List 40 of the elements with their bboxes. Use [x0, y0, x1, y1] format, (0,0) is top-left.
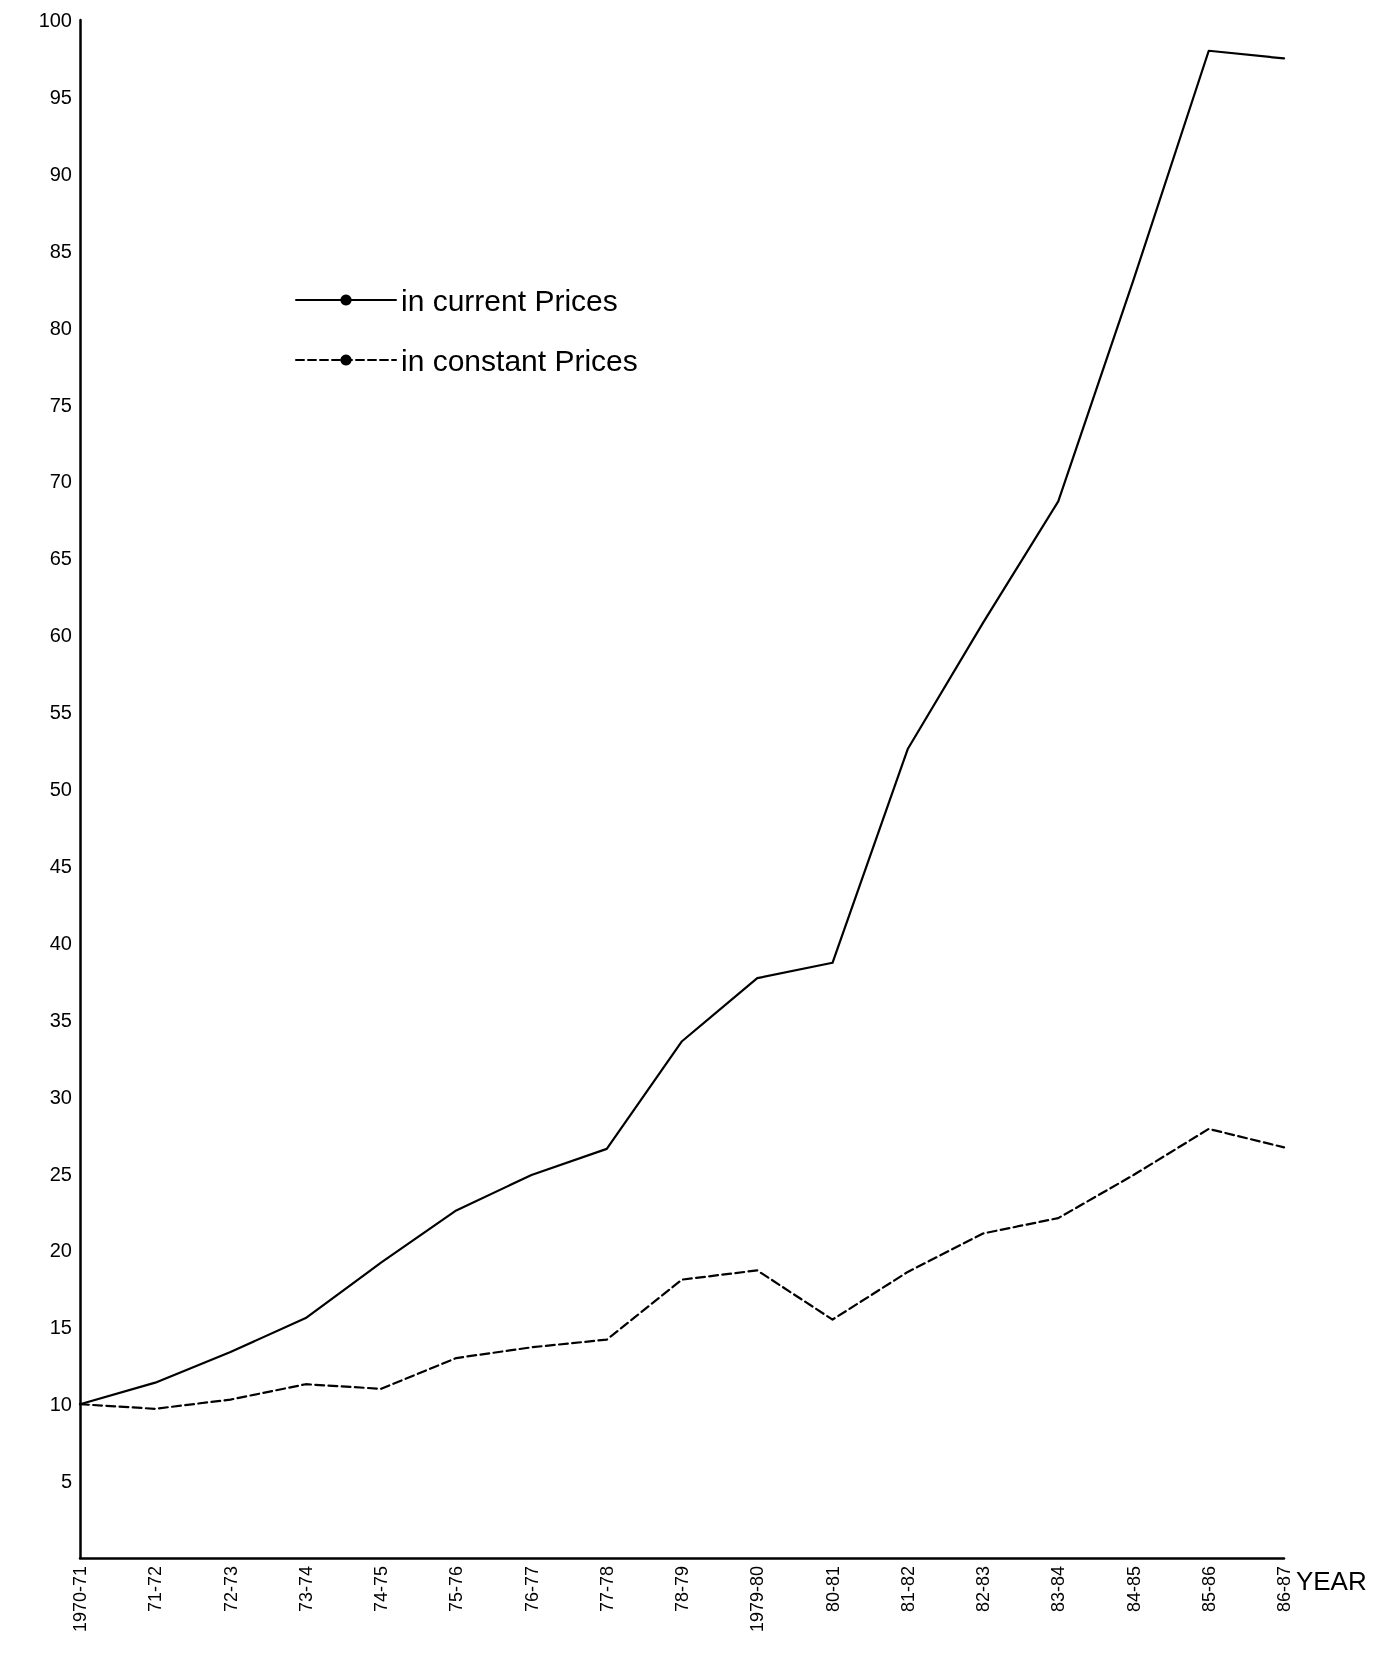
x-tick-label: 85-86: [1198, 1566, 1219, 1613]
x-tick-label: 1970-71: [70, 1566, 90, 1633]
x-tick-label: 72-73: [220, 1566, 241, 1613]
x-tick-label: 84-85: [1123, 1566, 1144, 1613]
x-tick-label: 71-72: [145, 1566, 166, 1613]
y-tick-label: 55: [49, 701, 72, 724]
x-tick-label: 77-78: [596, 1566, 617, 1613]
y-tick-label: 60: [49, 624, 72, 647]
y-tick-label: 100: [38, 9, 72, 31]
y-tick-label: 10: [49, 1393, 72, 1416]
y-tick-label: 25: [49, 1162, 72, 1185]
y-tick-label: 30: [49, 1085, 72, 1108]
x-tick-label: 76-77: [521, 1566, 542, 1613]
x-tick-label: 75-76: [446, 1566, 467, 1613]
x-tick-label: 1979-80: [747, 1566, 768, 1633]
y-tick-label: 90: [49, 162, 72, 185]
x-tick-label: 81-82: [897, 1566, 918, 1613]
y-tick-label: 35: [49, 1008, 72, 1031]
y-tick-label: 45: [49, 854, 72, 877]
x-tick-label: 80-81: [822, 1566, 843, 1613]
y-tick-label: 95: [49, 85, 72, 108]
y-tick-label: 20: [49, 1239, 72, 1262]
y-tick-label: 15: [49, 1316, 72, 1339]
legend-label: in constant Prices: [401, 343, 638, 377]
y-tick-label: 85: [49, 239, 72, 262]
y-tick-label: 75: [49, 393, 72, 416]
x-tick-label: 73-74: [295, 1566, 316, 1613]
x-tick-label: 86-87: [1274, 1566, 1294, 1613]
x-tick-label: 82-83: [973, 1566, 993, 1613]
y-tick-label: 50: [49, 778, 72, 800]
y-tick-label: 65: [49, 547, 72, 570]
x-tick-label: 78-79: [672, 1566, 692, 1613]
x-tick-label: 74-75: [371, 1566, 391, 1613]
y-tick-label: 70: [49, 470, 72, 493]
x-tick-label: 83-84: [1048, 1566, 1069, 1613]
y-tick-label: 40: [49, 931, 72, 954]
y-tick-label: 80: [49, 316, 72, 339]
y-tick-label: 5: [60, 1470, 72, 1493]
x-axis-title: YEAR: [1295, 1566, 1367, 1596]
legend-label: in current Prices: [401, 283, 618, 317]
